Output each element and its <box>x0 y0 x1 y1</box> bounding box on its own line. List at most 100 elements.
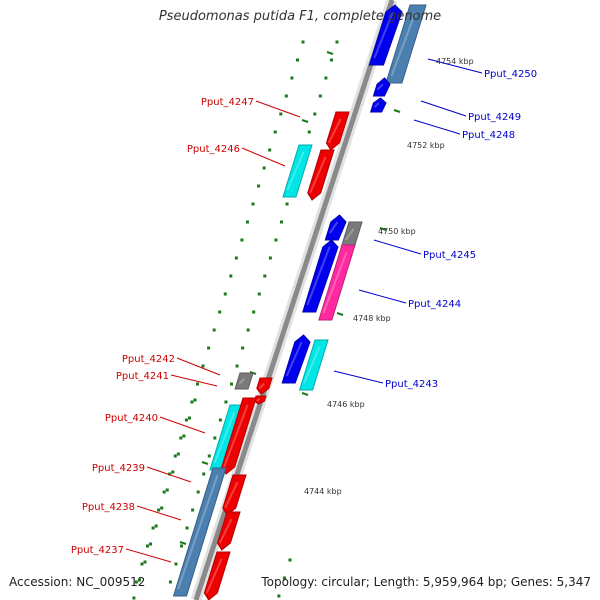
minor-tick-dot <box>229 382 233 386</box>
minor-tick-dot <box>193 398 197 402</box>
minor-tick-dot <box>335 40 339 44</box>
minor-tick-dot <box>157 508 161 512</box>
minor-tick-dot <box>263 274 267 278</box>
minor-tick-dot <box>246 328 250 332</box>
minor-tick-dash <box>201 461 209 465</box>
genome-summary-text: Topology: circular; Length: 5,959,964 bp… <box>261 575 591 589</box>
leader-pput-4245 <box>373 239 422 255</box>
label-pput-4247: Pput_4247 <box>201 97 254 108</box>
gene-pput-4239-highlight <box>224 481 239 509</box>
minor-tick-dot <box>176 452 180 456</box>
leader-pput-4240 <box>159 416 206 434</box>
gene-forward-block <box>368 4 403 66</box>
gene-pput-4238-highlight <box>218 518 233 544</box>
gene-pput-4243-cyan-body <box>298 339 329 391</box>
label-pput-4242: Pput_4242 <box>122 354 175 365</box>
gene-pput-4245-highlight <box>329 221 339 234</box>
minor-tick-dot <box>252 310 256 314</box>
minor-tick-dot <box>274 238 278 242</box>
gene-pput-4247 <box>325 111 350 151</box>
minor-tick-dot <box>207 454 211 458</box>
gene-features <box>172 4 427 600</box>
leader-pput-4250 <box>427 58 483 74</box>
minor-tick-dot <box>324 76 328 80</box>
gene-pput-4244-body <box>302 239 339 313</box>
minor-tick-dot <box>313 112 317 116</box>
gene-pput-4249-highlight <box>376 83 384 91</box>
minor-tick-dot <box>284 94 288 98</box>
tick-label-4750: 4750 kbp <box>378 227 416 236</box>
minor-tick-dot <box>168 580 172 584</box>
gene-pput-4242 <box>234 372 254 390</box>
label-pput-4241: Pput_4241 <box>116 371 169 382</box>
minor-tick-rows <box>132 40 401 600</box>
leader-pput-4237 <box>125 548 172 563</box>
tick-label-4752: 4752 kbp <box>407 141 445 150</box>
minor-tick-dot <box>257 292 261 296</box>
minor-tick-dot <box>285 202 289 206</box>
minor-tick-dot <box>149 542 153 546</box>
gene-pput-4240-body <box>221 397 257 475</box>
leader-pput-4249 <box>420 100 467 117</box>
leader-pput-4241 <box>170 374 218 387</box>
gene-pput-4240 <box>221 397 257 475</box>
minor-tick-dot <box>212 328 216 332</box>
minor-tick-dot <box>207 346 211 350</box>
minor-tick-dash <box>301 119 309 123</box>
minor-tick-dot <box>245 220 249 224</box>
gene-pput-4245 <box>324 214 347 241</box>
label-pput-4239: Pput_4239 <box>92 463 145 474</box>
minor-tick-dot <box>218 310 222 314</box>
minor-tick-dot <box>301 40 305 44</box>
gene-steelblue-block-highlight <box>390 11 417 77</box>
gene-pput-4245-body <box>324 214 347 241</box>
minor-tick-dot <box>307 130 311 134</box>
minor-tick-dot <box>180 544 184 548</box>
minor-tick-dot <box>277 594 281 598</box>
leader-pput-4238 <box>136 505 182 521</box>
leader-pput-4248 <box>413 119 461 135</box>
gene-pput-4238-body <box>216 511 241 551</box>
leader-pput-4247 <box>255 100 301 118</box>
minor-tick-dash <box>379 227 387 231</box>
gene-pput-4248-highlight <box>373 102 380 108</box>
gene-pput-4242-highlight <box>238 377 246 385</box>
minor-tick-dot <box>318 94 322 98</box>
minor-tick-dash <box>336 312 344 316</box>
minor-tick-dot <box>234 256 238 260</box>
minor-tick-dot <box>154 524 158 528</box>
gene-pput-4240-highlight <box>223 404 249 468</box>
minor-tick-dot <box>184 418 188 422</box>
label-pput-4246: Pput_4246 <box>187 144 240 155</box>
gene-pput-4242-body <box>234 372 254 390</box>
minor-tick-dot <box>329 58 333 62</box>
minor-tick-dot <box>160 506 164 510</box>
gene-pput-4237-highlight <box>205 558 223 594</box>
minor-tick-dot <box>191 508 195 512</box>
minor-tick-dot <box>174 562 178 566</box>
minor-tick-dot <box>224 400 228 404</box>
gene-pput-4245-grey-highlight <box>345 228 355 241</box>
minor-tick-dot <box>268 148 272 152</box>
gene-pput-4243-cyan-highlight <box>303 346 321 384</box>
label-pput-4238: Pput_4238 <box>82 502 135 513</box>
gene-pput-4246-cyan-highlight <box>286 151 305 191</box>
minor-tick-dot <box>235 364 239 368</box>
gene-pput-4241 <box>256 377 273 395</box>
gene-pput-4246-highlight <box>309 156 327 194</box>
minor-tick-dot <box>240 238 244 242</box>
gene-pput-4249 <box>372 77 391 97</box>
minor-tick-dot <box>195 382 199 386</box>
label-pput-4250: Pput_4250 <box>484 69 537 80</box>
minor-tick-dot <box>262 166 266 170</box>
minor-tick-dot <box>295 58 299 62</box>
minor-tick-dot <box>196 490 200 494</box>
minor-tick-dot <box>279 220 283 224</box>
minor-tick-dot <box>146 544 150 548</box>
gene-pput-4238 <box>216 511 241 551</box>
gene-pput-4246-cyan <box>282 144 313 198</box>
minor-tick-dot <box>132 596 136 600</box>
gene-pput-4243 <box>281 334 311 384</box>
